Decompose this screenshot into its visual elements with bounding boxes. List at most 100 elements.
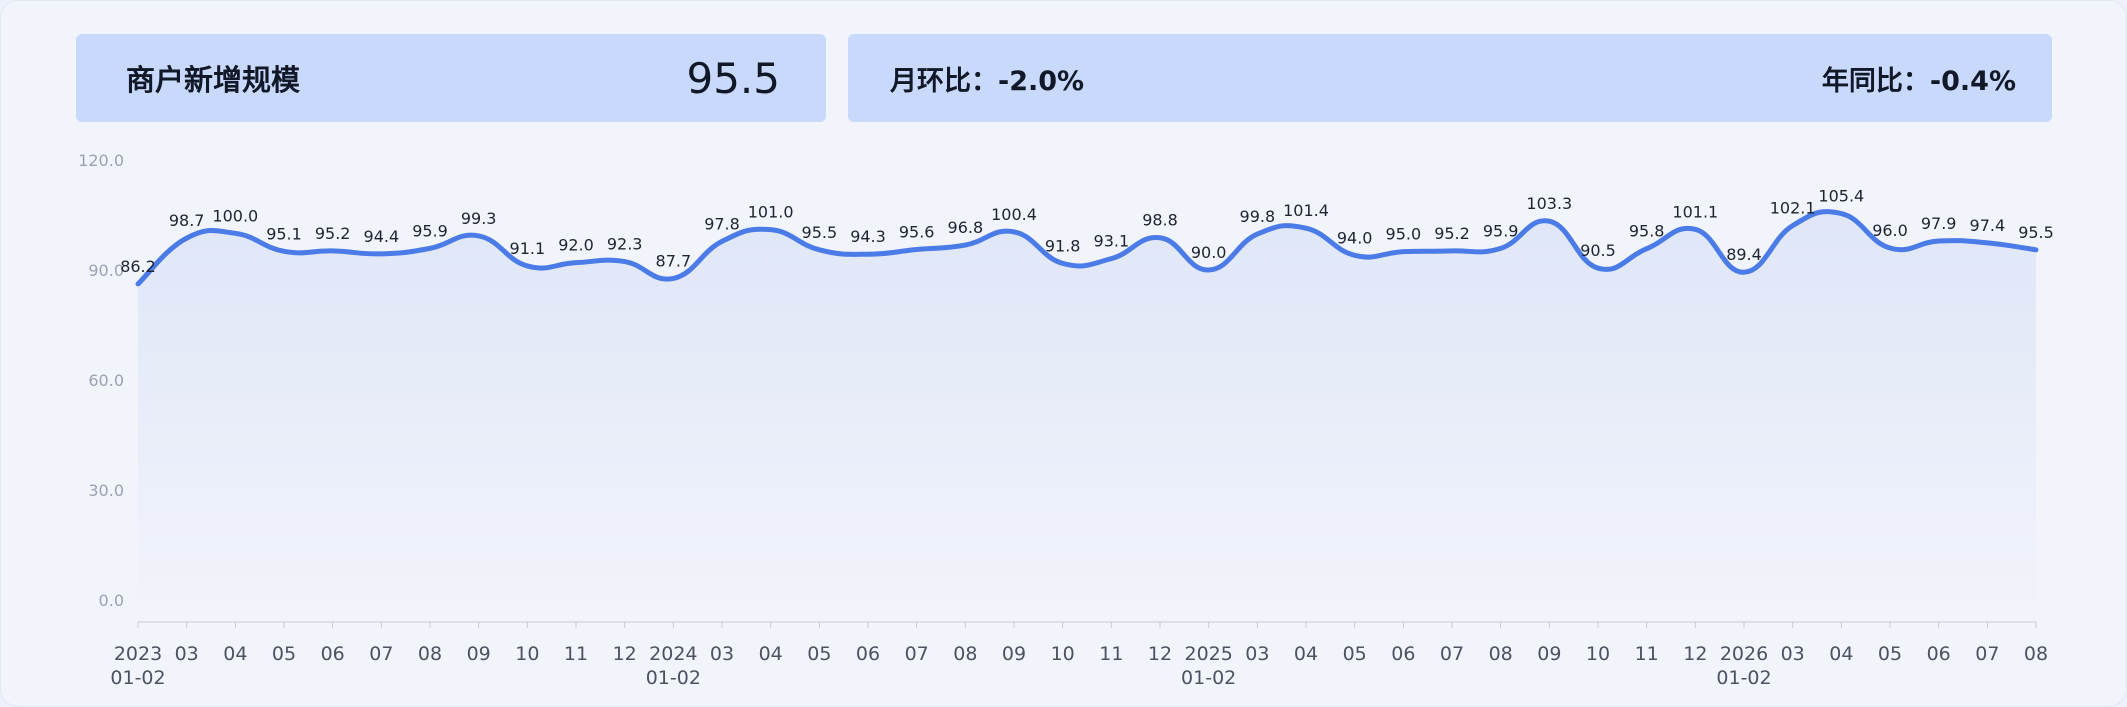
data-label: 97.9 [1921,214,1957,233]
x-tick-label: 12 [1683,643,1707,665]
x-tick-label: 01-02 [110,667,165,689]
yoy-separator: ： [1902,65,1930,97]
x-tick-label: 01-02 [1181,667,1236,689]
mom-stat: 月环比：-2.0% [890,59,1084,98]
x-tick-label: 03 [175,643,199,665]
data-label: 103.3 [1526,194,1572,213]
data-label: 95.0 [1386,225,1422,244]
data-label: 90.0 [1191,243,1227,262]
data-label: 95.9 [412,221,448,240]
data-label: 91.1 [510,239,546,258]
x-tick-label: 01-02 [646,667,701,689]
mom-separator: ： [971,65,998,97]
metric-card: 商户新增规模 95.5 [76,34,826,122]
data-label: 96.8 [948,218,984,237]
mom-label: 月环比 [890,65,971,97]
data-label: 92.3 [607,235,643,254]
data-label: 90.5 [1580,241,1616,260]
x-tick-label: 04 [1829,643,1853,665]
data-label: 94.3 [850,227,886,246]
x-tick-label: 05 [1343,643,1367,665]
yoy-value: -0.4% [1929,65,2016,97]
x-tick-label: 2023 [114,643,162,665]
metric-value: 95.5 [686,53,780,103]
x-tick-label: 07 [1440,643,1464,665]
data-label: 94.0 [1337,228,1373,247]
data-label: 98.8 [1142,211,1178,230]
data-label: 95.2 [315,224,351,243]
x-tick-label: 07 [369,643,393,665]
data-label: 102.1 [1770,199,1816,218]
data-label: 100.4 [991,205,1037,224]
data-label: 89.4 [1726,245,1762,264]
data-label: 97.8 [704,214,740,233]
data-label: 95.6 [899,222,935,241]
x-tick-label: 08 [2024,643,2048,665]
x-tick-label: 06 [1927,643,1951,665]
x-tick-label: 08 [418,643,442,665]
data-label: 96.0 [1872,221,1908,240]
x-tick-label: 2025 [1184,643,1232,665]
data-label: 95.8 [1629,222,1665,241]
x-tick-label: 09 [1002,643,1026,665]
x-tick-label: 06 [856,643,880,665]
x-tick-label: 11 [1099,643,1123,665]
data-labels: 86.2 98.7 100.0 95.1 95.2 94.4 95.9 99.3 91.1 92.… [120,187,2054,276]
data-label: 95.2 [1434,224,1470,243]
y-axis: 0.0 30.0 60.0 90.0 120.0 [78,151,124,610]
x-tick-label: 04 [1294,643,1318,665]
x-tick-label: 12 [613,643,637,665]
x-tick-label: 05 [807,643,831,665]
data-label: 99.8 [1240,207,1276,226]
data-label: 95.5 [802,223,838,242]
x-tick-label: 03 [1781,643,1805,665]
x-tick-label: 11 [564,643,588,665]
x-tick-label: 06 [321,643,345,665]
x-tick-label: 09 [467,643,491,665]
data-label: 94.4 [364,227,400,246]
x-tick-label: 04 [759,643,783,665]
y-tick-label: 0.0 [99,591,124,610]
x-tick-label: 10 [1051,643,1075,665]
x-tick-label: 01-02 [1716,667,1771,689]
y-tick-label: 60.0 [88,371,124,390]
data-label: 95.5 [2018,223,2054,242]
data-label: 105.4 [1818,187,1864,206]
data-label: 101.1 [1672,202,1718,221]
x-tick-label: 05 [272,643,296,665]
area-fill [138,211,2036,622]
data-label: 97.4 [1970,216,2006,235]
x-tick-label: 08 [953,643,977,665]
x-tick-label: 07 [1975,643,1999,665]
data-label: 86.2 [120,257,156,276]
x-tick-label: 10 [1586,643,1610,665]
metric-label: 商户新增规模 [126,63,301,97]
x-tick-label: 07 [905,643,929,665]
data-label: 93.1 [1094,232,1130,251]
series-line [135,209,2039,287]
data-label: 95.9 [1483,221,1519,240]
yoy-stat: 年同比：-0.4% [1822,59,2016,98]
x-tick-label: 05 [1878,643,1902,665]
data-label: 87.7 [656,251,692,270]
y-tick-label: 120.0 [78,151,124,170]
yoy-label: 年同比 [1821,65,1903,97]
data-label: 91.8 [1045,236,1081,255]
x-tick-label: 10 [515,643,539,665]
x-tick-label: 03 [710,643,734,665]
data-label: 98.7 [169,211,205,230]
y-tick-label: 90.0 [88,261,124,280]
data-label: 92.0 [558,236,594,255]
data-label: 99.3 [461,209,497,228]
x-tick-label: 08 [1489,643,1513,665]
data-label: 100.0 [212,206,258,225]
x-tick-label: 12 [1148,643,1172,665]
mom-value: -2.0% [998,65,1085,97]
x-tick-label: 06 [1391,643,1415,665]
x-tick-label: 09 [1537,643,1561,665]
data-label: 101.0 [748,203,794,222]
data-label: 95.1 [266,224,302,243]
x-tick-label: 04 [223,643,247,665]
